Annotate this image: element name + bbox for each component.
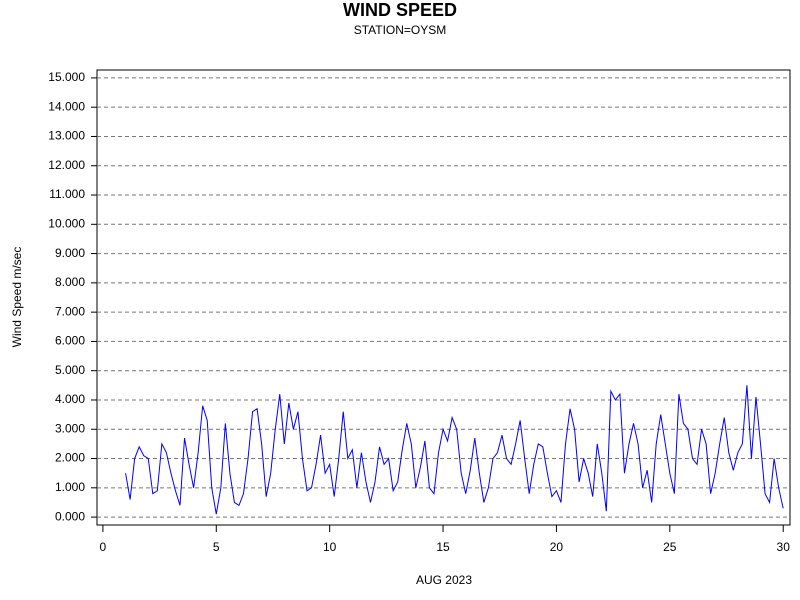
y-tick-label: 10.000	[48, 216, 85, 230]
x-tick-label: 15	[436, 540, 450, 554]
x-tick-label: 20	[550, 540, 564, 554]
chart-title: WIND SPEED	[343, 0, 457, 20]
y-tick-label: 1.000	[55, 480, 85, 494]
y-axis-label: Wind Speed m/sec	[10, 247, 24, 348]
y-tick-label: 7.000	[55, 304, 85, 318]
y-tick-label: 11.000	[49, 187, 85, 201]
chart-subtitle: STATION=OYSM	[354, 23, 447, 37]
y-tick-label: 14.000	[48, 99, 85, 113]
x-axis-label: AUG 2023	[416, 573, 472, 587]
x-tick-label: 30	[777, 540, 791, 554]
data-line	[125, 385, 784, 515]
y-tick-label: 9.000	[55, 246, 85, 260]
y-tick-label: 4.000	[55, 392, 85, 406]
y-tick-label: 3.000	[55, 421, 85, 435]
plot-frame	[96, 69, 791, 526]
y-tick-label: 5.000	[55, 363, 85, 377]
y-tick-label: 6.000	[55, 334, 85, 348]
y-tick-label: 12.000	[48, 158, 85, 172]
x-tick-label: 0	[100, 540, 107, 554]
y-tick-label: 0.000	[55, 509, 85, 523]
y-tick-label: 13.000	[48, 129, 85, 143]
y-tick-label: 15.000	[48, 70, 85, 84]
y-tick-label: 2.000	[55, 451, 85, 465]
x-tick-label: 10	[323, 540, 337, 554]
y-tick-label: 8.000	[55, 275, 85, 289]
x-tick-label: 5	[213, 540, 220, 554]
x-tick-label: 25	[663, 540, 677, 554]
